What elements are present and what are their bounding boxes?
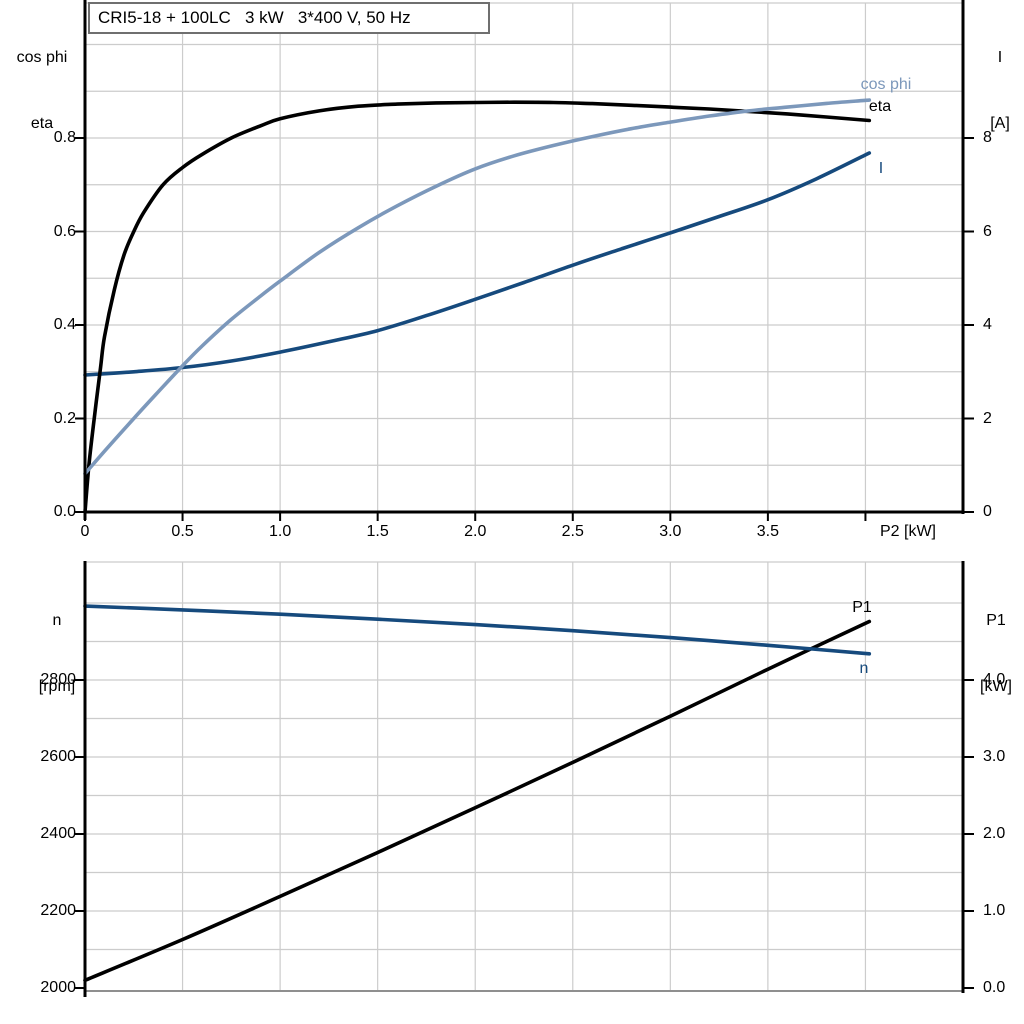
tick-label-x: 2.0 <box>464 523 487 540</box>
tick-label-x: 0 <box>80 523 90 540</box>
chart-title-box: CRI5-18 + 100LC 3 kW 3*400 V, 50 Hz <box>88 2 490 34</box>
tick-label-left-bottom: 2600 <box>40 748 76 765</box>
curve-n <box>83 604 872 656</box>
top-left-axis-name: cos phi eta <box>4 3 80 179</box>
tick-label-right-bottom: 3.0 <box>983 748 1006 765</box>
axis-name-speed: n <box>52 612 62 629</box>
curve-cos-phi <box>83 98 872 476</box>
tick-label-left-bottom: 2400 <box>40 825 76 842</box>
top-right-axis-name: I [A] <box>976 3 1024 179</box>
axis-name-current-unit: [A] <box>990 115 1010 132</box>
curve-label-p1: P1 <box>852 599 872 616</box>
bottom-right-axis-name: P1 [kW] <box>968 566 1024 742</box>
curve-P1 <box>83 619 872 983</box>
tick-label-right-top: 6 <box>983 222 992 240</box>
curve-label-cos-phi: cos phi <box>860 76 912 93</box>
tick-label-x: 3.5 <box>756 523 779 540</box>
curve-label-current: I <box>878 160 884 177</box>
axis-name-speed-unit: [rpm] <box>38 678 76 695</box>
curve-eta <box>83 100 872 514</box>
tick-label-left-top: 0.2 <box>53 409 76 427</box>
tick-label-left-bottom: 2000 <box>40 979 76 996</box>
axis-name-p1-unit: [kW] <box>980 678 1012 695</box>
tick-label-right-bottom: 0.0 <box>983 979 1006 996</box>
tick-label-right-top: 2 <box>983 409 992 427</box>
tick-label-right-bottom: 2.0 <box>983 825 1006 842</box>
tick-label-left-top: 0.8 <box>53 129 76 146</box>
tick-label-left-bottom: 2800 <box>40 671 76 688</box>
curve-label-eta: eta <box>868 98 892 115</box>
tick-label-x: 2.5 <box>561 523 584 540</box>
tick-label-left-top: 0.4 <box>53 316 76 333</box>
tick-label-right-bottom: 1.0 <box>983 902 1006 919</box>
axis-name-p1: P1 <box>986 612 1006 629</box>
tick-label-x: 0.5 <box>171 523 194 540</box>
tick-label-right-top: 4 <box>983 316 992 333</box>
tick-label-left-bottom: 2200 <box>40 902 76 919</box>
tick-label-x: 1.5 <box>366 523 389 540</box>
tick-label-right-top: 8 <box>983 129 992 146</box>
x-axis-label: P2 [kW] <box>879 523 936 540</box>
axis-name-current: I <box>997 49 1003 66</box>
curve-I <box>83 151 872 377</box>
tick-label-x: 3.0 <box>659 523 682 540</box>
axis-name-cos-phi: cos phi <box>16 49 68 66</box>
tick-label-left-top: 0.0 <box>53 503 76 520</box>
tick-label-right-top: 0 <box>983 503 992 520</box>
curve-label-speed: n <box>859 660 869 677</box>
bottom-left-axis-name: n [rpm] <box>19 566 95 742</box>
tick-label-x: 1.0 <box>268 523 292 540</box>
axis-name-eta: eta <box>30 115 54 132</box>
tick-label-right-bottom: 4.0 <box>983 671 1006 688</box>
tick-label-left-top: 0.6 <box>53 222 76 240</box>
chart-title: CRI5-18 + 100LC 3 kW 3*400 V, 50 Hz <box>98 8 411 27</box>
